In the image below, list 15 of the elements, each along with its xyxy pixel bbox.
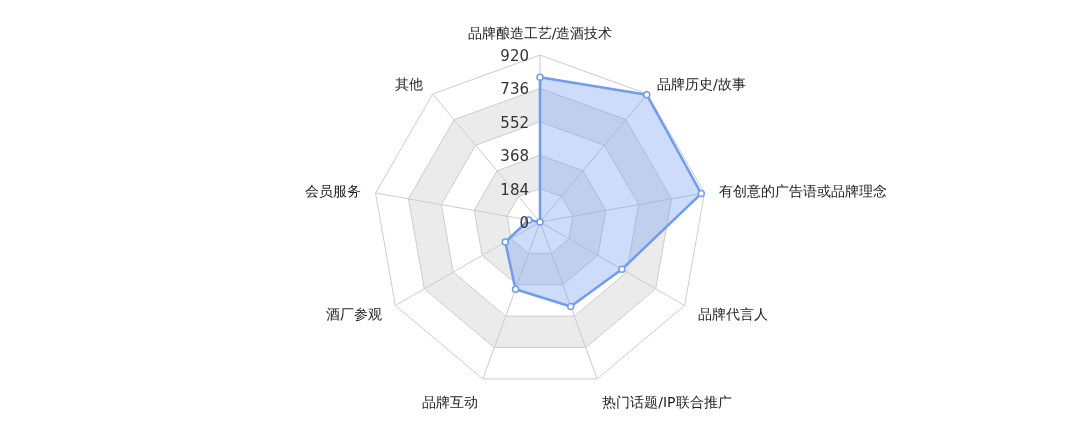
y-tick-label: 920 [500, 47, 529, 65]
spoke-label: 品牌互动 [421, 394, 478, 411]
spoke-label: 品牌酿造工艺/造酒技术 [467, 24, 613, 41]
y-tick-label: 0 [519, 214, 529, 232]
y-tick-label: 184 [500, 180, 529, 199]
spoke-label: 品牌代言人 [697, 306, 768, 323]
spoke-label: 其他 [394, 75, 423, 92]
y-tick-label: 368 [500, 147, 529, 166]
y-tick-label: 736 [500, 80, 529, 99]
spoke-label: 热门话题/IP联合推广 [602, 394, 732, 411]
spoke-label: 品牌历史/故事 [657, 75, 746, 92]
spoke-label: 酒厂参观 [326, 306, 383, 323]
spoke-label: 会员服务 [304, 183, 361, 200]
y-tick-label: 552 [500, 113, 529, 132]
spoke-label: 有创意的广告语或品牌理念 [719, 183, 888, 200]
